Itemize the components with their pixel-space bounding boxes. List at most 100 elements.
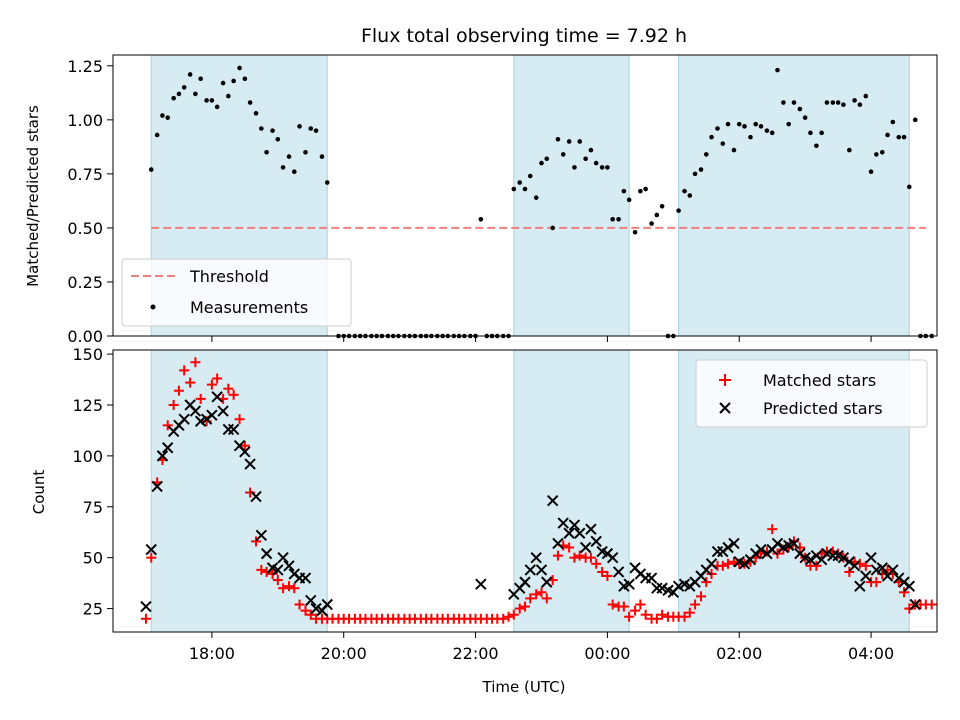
y-tick-label: 150 bbox=[72, 345, 103, 364]
matched-star-point bbox=[541, 593, 552, 604]
measurement-point bbox=[912, 117, 918, 123]
measurement-point bbox=[847, 147, 852, 153]
matched-star-point bbox=[871, 577, 882, 588]
measurement-point bbox=[588, 147, 594, 153]
predicted-star-point bbox=[206, 409, 218, 421]
measurement-point bbox=[857, 102, 863, 108]
measurement-point bbox=[550, 225, 555, 231]
measurement-point bbox=[478, 216, 484, 222]
predicted-star-point bbox=[590, 535, 602, 548]
matched-star-point bbox=[624, 611, 635, 622]
predicted-star-point bbox=[145, 543, 157, 556]
measurement-point bbox=[560, 152, 566, 157]
measurement-point bbox=[319, 154, 325, 159]
predicted-star-point bbox=[837, 551, 850, 564]
measurement-point bbox=[160, 113, 165, 118]
matched-star-point bbox=[684, 607, 695, 618]
matched-star-point bbox=[212, 373, 223, 384]
measurement-point bbox=[676, 208, 681, 213]
matched-star-point bbox=[640, 609, 651, 620]
measurement-point bbox=[555, 137, 561, 142]
measurement-point bbox=[522, 186, 528, 192]
shaded-interval bbox=[678, 55, 910, 336]
measurement-point bbox=[593, 160, 599, 166]
matched-star-point bbox=[168, 399, 179, 410]
measurement-point bbox=[703, 152, 709, 157]
measurement-point bbox=[231, 78, 236, 84]
x-tick-label: 20:00 bbox=[321, 644, 367, 663]
bottom-legend-box bbox=[695, 359, 928, 428]
measurement-point bbox=[291, 169, 297, 175]
predicted-star-point bbox=[788, 537, 800, 550]
top-y-ticks: 0.00 0.25 0.50 0.75 1.00 1.25 bbox=[67, 57, 113, 346]
measurement-point bbox=[616, 216, 621, 222]
predicted-star-point bbox=[227, 423, 240, 436]
y-tick-label: 1.25 bbox=[67, 57, 103, 76]
measurement-point bbox=[214, 104, 220, 110]
measurement-point bbox=[736, 121, 742, 127]
measurement-point bbox=[758, 124, 764, 129]
bottom-legend: Matched stars Predicted stars bbox=[695, 359, 928, 428]
measurement-point bbox=[286, 154, 292, 159]
shaded-interval bbox=[151, 350, 328, 632]
matched-star-point bbox=[284, 581, 295, 592]
predicted-star-point bbox=[705, 558, 718, 570]
measurement-point bbox=[868, 169, 874, 175]
measurement-point bbox=[852, 98, 857, 103]
predicted-star-point bbox=[255, 529, 268, 541]
measurement-point bbox=[764, 128, 770, 133]
predicted-star-point bbox=[211, 391, 223, 403]
predicted-star-point bbox=[217, 405, 229, 417]
bottom-x-ticks: 18:00 20:00 22:00 00:00 02:00 04:00 bbox=[189, 632, 894, 663]
matched-star-point bbox=[190, 357, 201, 368]
predicted-star-point bbox=[162, 442, 174, 454]
y-tick-label: 0.75 bbox=[67, 165, 103, 184]
predicted-star-point bbox=[239, 446, 251, 458]
measurement-point bbox=[715, 126, 720, 131]
predicted-star-point bbox=[305, 594, 317, 607]
measurement-point bbox=[638, 188, 643, 194]
predicted-legend-swatch bbox=[719, 402, 731, 414]
measurement-point bbox=[814, 143, 819, 149]
matched-star-point bbox=[223, 383, 234, 394]
matched-star-point bbox=[531, 589, 542, 600]
y-tick-label: 75 bbox=[83, 498, 103, 517]
matched-star-point bbox=[261, 566, 272, 577]
measurement-point bbox=[682, 188, 687, 194]
predicted-star-point bbox=[475, 578, 487, 590]
matched-star-point bbox=[272, 575, 283, 586]
predicted-star-point bbox=[579, 541, 592, 554]
matched-star-point bbox=[811, 560, 822, 571]
predicted-star-point bbox=[277, 551, 289, 564]
matched-star-point bbox=[520, 601, 530, 612]
chart-title: Flux total observing time = 7.92 h bbox=[361, 25, 687, 47]
measurement-point bbox=[687, 193, 693, 198]
measurement-point bbox=[259, 126, 264, 131]
measurement-point bbox=[841, 102, 846, 108]
predicted-star-point bbox=[612, 566, 625, 578]
measurement-point bbox=[187, 72, 193, 77]
matched-star-point bbox=[717, 560, 728, 571]
matched-star-point bbox=[234, 414, 245, 425]
measurement-point bbox=[885, 132, 890, 138]
matched-star-point bbox=[228, 389, 239, 400]
measurement-point bbox=[753, 121, 759, 127]
measurement-point bbox=[698, 167, 704, 172]
measurement-point bbox=[247, 100, 253, 105]
x-tick-label: 04:00 bbox=[848, 644, 894, 663]
measurement-point bbox=[209, 98, 215, 103]
predicted-star-point bbox=[557, 517, 569, 529]
top-y-axis-label: Matched/Predicted stars bbox=[24, 105, 42, 287]
predicted-star-point bbox=[156, 450, 169, 462]
measurement-point bbox=[830, 100, 836, 105]
measurement-point bbox=[193, 91, 198, 97]
measurement-point bbox=[242, 76, 248, 82]
top-legend-box bbox=[121, 258, 352, 327]
y-tick-label: 125 bbox=[72, 396, 103, 415]
matched-star-point bbox=[844, 566, 855, 577]
matched-star-point bbox=[146, 552, 157, 563]
matched-star-point bbox=[899, 587, 910, 598]
predicted-star-point bbox=[860, 570, 872, 582]
predicted-star-point bbox=[552, 537, 564, 550]
